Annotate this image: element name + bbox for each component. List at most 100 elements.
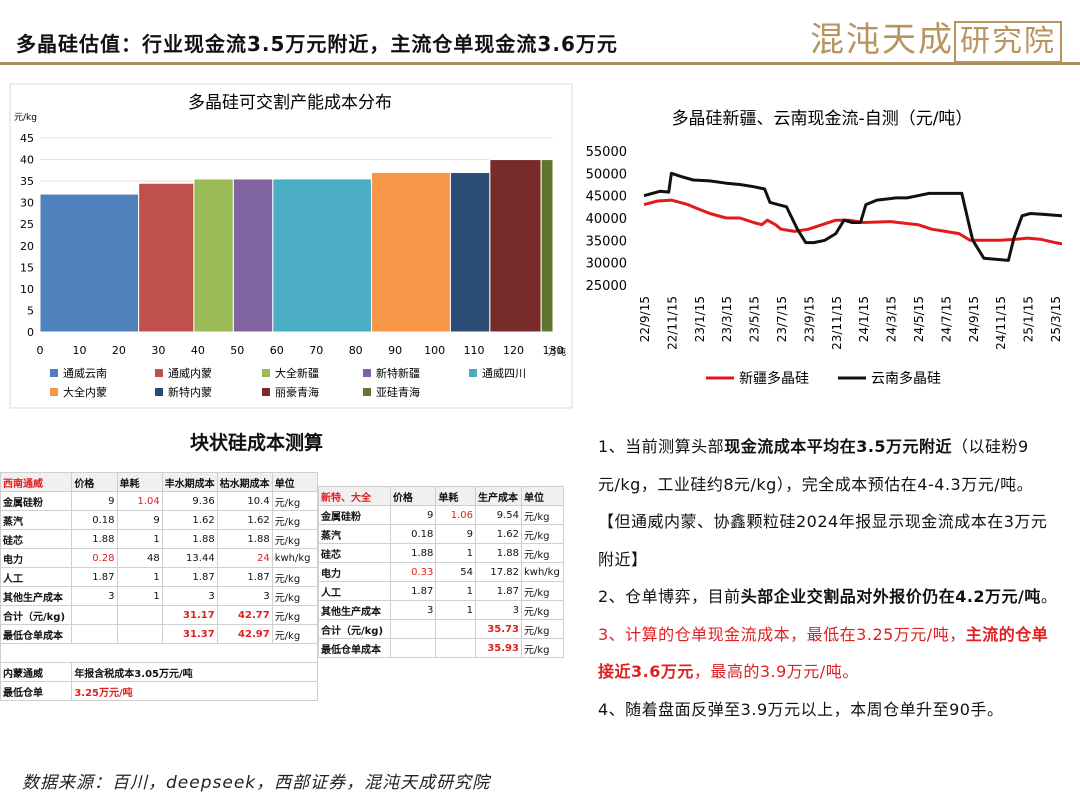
wet-cost-cell: 13.44 bbox=[161, 548, 218, 568]
usage-cell: 1 bbox=[435, 581, 477, 601]
x-tick-label: 0 bbox=[37, 344, 44, 357]
x-tick-label: 23/3/15 bbox=[720, 296, 734, 342]
data-source-note: 数据来源：百川，deepseek，西部证券，混沌天成研究院 bbox=[22, 773, 491, 793]
bullet-text: 3、计算的仓单现金流成本，最低在3.25万元/吨， bbox=[598, 624, 966, 644]
bullet-point-2: 2、仓单博弈，目前头部企业交割品对外报价仍在4.2万元/吨。 bbox=[598, 578, 1058, 616]
table-row: 蒸汽 0.18 9 1.62 1.62 元/kg bbox=[0, 510, 319, 530]
x-axis-unit: 万吨 bbox=[548, 346, 566, 358]
y-tick-label: 10 bbox=[20, 283, 34, 296]
brand-logo: 混沌天成 研究院 bbox=[810, 12, 1062, 63]
usage-cell: 1 bbox=[435, 543, 477, 563]
usage-cell: 54 bbox=[435, 562, 477, 582]
x-tick-label: 70 bbox=[309, 344, 323, 357]
table-header-cell: 单位 bbox=[520, 486, 565, 506]
y-tick-label: 30 bbox=[20, 197, 34, 210]
wet-cost-cell: 31.17 bbox=[161, 605, 218, 625]
row-label: 人工 bbox=[318, 581, 391, 601]
y-tick-label: 35 bbox=[20, 175, 34, 188]
table-header-row: 新特、大全 价格 单耗 生产成本 单位 bbox=[318, 486, 565, 506]
usage-cell: 1 bbox=[435, 600, 477, 620]
price-cell: 9 bbox=[389, 505, 437, 525]
cost-cell: 3 bbox=[475, 600, 522, 620]
legend-item: 大全内蒙 bbox=[50, 385, 107, 399]
x-tick-label: 25/1/15 bbox=[1022, 296, 1036, 342]
price-cell: 1.87 bbox=[389, 581, 437, 601]
table-header-cell: 枯水期成本 bbox=[216, 472, 273, 492]
unit-cell: 元/kg bbox=[271, 605, 319, 625]
dry-cost-cell: 3 bbox=[216, 586, 273, 606]
bullet-point-4: 4、随着盘面反弹至3.9万元以上，本周仓单升至90手。 bbox=[598, 699, 1004, 719]
note-text: 年报含税成本3.05万元/吨 bbox=[71, 662, 318, 682]
y-tick-label: 25000 bbox=[586, 279, 627, 294]
x-tick-label: 24/1/15 bbox=[857, 296, 871, 342]
chart-frame bbox=[9, 83, 573, 409]
dry-cost-cell: 1.88 bbox=[216, 529, 273, 549]
x-tick-label: 110 bbox=[464, 344, 485, 357]
note-text: 3.25万元/吨 bbox=[71, 681, 318, 701]
table-header-cell: 价格 bbox=[71, 472, 118, 492]
cost-bar bbox=[232, 178, 274, 333]
usage-cell: 48 bbox=[116, 548, 163, 568]
table-row: 其他生产成本 3 1 3 3 元/kg bbox=[0, 586, 319, 606]
unit-cell: 元/kg bbox=[520, 505, 565, 525]
y-tick-label: 40 bbox=[20, 154, 34, 167]
bullet-emphasis: 主流的仓单接近3.6万元 bbox=[598, 624, 1049, 682]
page-title: 多晶硅估值：行业现金流3.5万元附近，主流仓单现金流3.6万元 bbox=[16, 32, 618, 56]
row-label: 电力 bbox=[0, 548, 73, 568]
unit-cell: 元/kg bbox=[271, 510, 319, 530]
wet-cost-cell: 1.62 bbox=[161, 510, 218, 530]
wet-cost-cell: 31.37 bbox=[161, 624, 218, 644]
legend-label: 丽豪青海 bbox=[275, 385, 319, 399]
usage-cell: 9 bbox=[116, 510, 163, 530]
table-total-row: 合计（元/kg) 31.17 42.77 元/kg bbox=[0, 605, 319, 625]
cost-cell: 35.73 bbox=[475, 619, 522, 639]
x-tick-label: 80 bbox=[349, 344, 363, 357]
series-line bbox=[643, 198, 1062, 246]
legend-label: 通威云南 bbox=[63, 367, 107, 380]
x-tick-label: 24/11/15 bbox=[994, 296, 1008, 350]
bullet-point-3: 3、计算的仓单现金流成本，最低在3.25万元/吨，主流的仓单接近3.6万元，最高… bbox=[598, 616, 1058, 691]
unit-cell: 元/kg bbox=[271, 567, 319, 587]
table-row: 蒸汽 0.18 9 1.62 元/kg bbox=[318, 524, 565, 544]
dry-cost-cell: 42.77 bbox=[216, 605, 273, 625]
usage-cell: 1.04 bbox=[116, 491, 163, 511]
table-header-cell: 丰水期成本 bbox=[161, 472, 218, 492]
y-tick-label: 50000 bbox=[586, 167, 627, 182]
table-row: 硅芯 1.88 1 1.88 1.88 元/kg bbox=[0, 529, 319, 549]
legend-swatch bbox=[155, 369, 163, 377]
unit-cell: 元/kg bbox=[520, 638, 565, 658]
bullet-text: （以硅粉9元/kg，工业硅约8元/kg），完全成本预估在4-4.3万元/吨。【但… bbox=[598, 437, 1048, 569]
empty-cell bbox=[435, 638, 477, 658]
series-line bbox=[643, 171, 1062, 262]
legend-label: 大全新疆 bbox=[275, 366, 319, 380]
x-tick-label: 60 bbox=[270, 344, 284, 357]
price-cell: 1.87 bbox=[71, 567, 118, 587]
y-tick-label: 55000 bbox=[586, 145, 627, 160]
dry-cost-cell: 24 bbox=[216, 548, 273, 568]
usage-cell: 1 bbox=[116, 567, 163, 587]
empty-cell bbox=[435, 619, 477, 639]
legend-item: 通威内蒙 bbox=[155, 366, 212, 380]
row-label: 最低仓单 bbox=[0, 681, 73, 701]
usage-cell: 1 bbox=[116, 586, 163, 606]
x-tick-label: 30 bbox=[151, 344, 165, 357]
row-label: 金属硅粉 bbox=[0, 491, 73, 511]
unit-cell: 元/kg bbox=[520, 524, 565, 544]
price-cell: 1.88 bbox=[389, 543, 437, 563]
cashflow-line-chart: 多晶硅新疆、云南现金流-自测（元/吨） 25000 30000 35000 40000… bbox=[586, 109, 1062, 387]
table-header-cell: 西南通威 bbox=[0, 472, 73, 492]
title-divider bbox=[0, 62, 1080, 65]
y-tick-label: 25 bbox=[20, 218, 34, 231]
cost-bar bbox=[540, 159, 554, 333]
row-label: 内蒙通威 bbox=[0, 662, 73, 682]
table-note-row: 最低仓单 3.25万元/吨 bbox=[0, 681, 318, 701]
row-label: 硅芯 bbox=[0, 529, 73, 549]
dry-cost-cell: 42.97 bbox=[216, 624, 273, 644]
table-header-row: 西南通威 价格 单耗 丰水期成本 枯水期成本 单位 bbox=[0, 472, 319, 492]
legend-label: 通威内蒙 bbox=[168, 366, 212, 380]
legend-item: 大全新疆 bbox=[262, 366, 319, 380]
x-tick-label: 23/1/15 bbox=[693, 296, 707, 342]
cost-distribution-chart: 多晶硅可交割产能成本分布 元/kg 0 5 10 15 20 25 30 35 40 45 0 10… bbox=[9, 83, 573, 409]
legend-item: 新特内蒙 bbox=[155, 385, 212, 399]
legend-item: 亚硅青海 bbox=[363, 385, 420, 399]
